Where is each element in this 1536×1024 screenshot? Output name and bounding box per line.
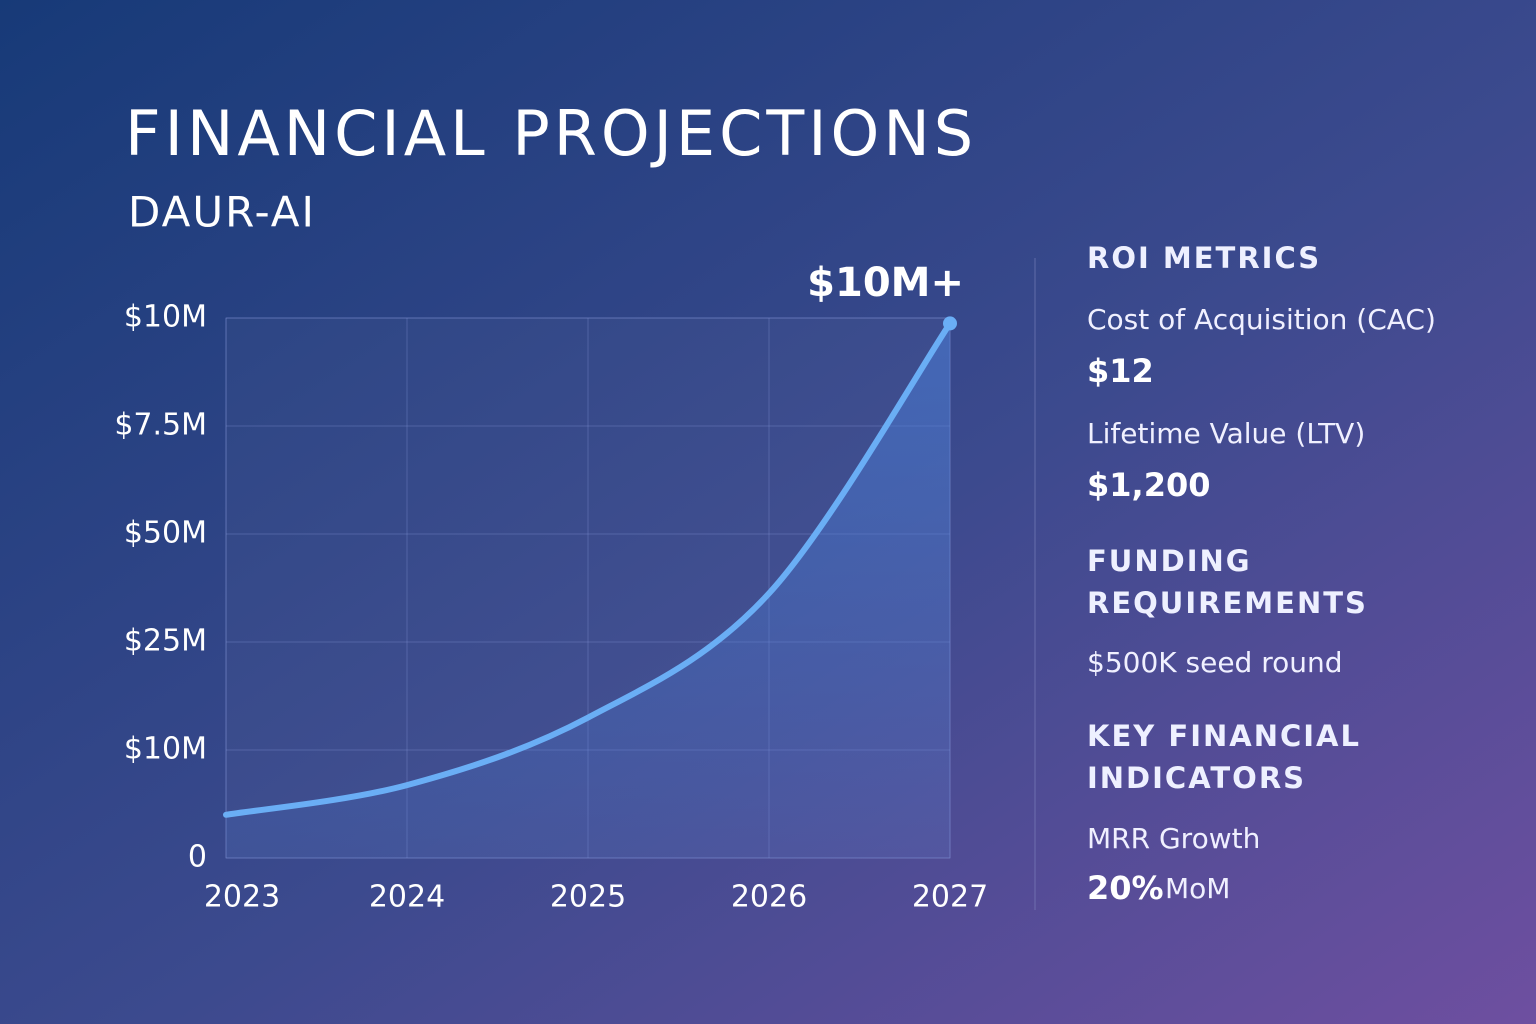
metric-label: MRR Growth (1087, 822, 1260, 855)
metric-value: 20% (1087, 869, 1164, 907)
section-heading: ROI METRICS (1087, 241, 1321, 275)
y-tick-label: $25M (124, 624, 207, 659)
y-tick-label: $50M (124, 516, 207, 551)
y-tick-label: $7.5M (114, 408, 207, 443)
funding-text: $500K seed round (1087, 646, 1343, 679)
metric-value: $12 (1087, 352, 1154, 390)
y-tick-label: $10M (124, 732, 207, 767)
x-tick-label: 2027 (912, 880, 988, 915)
area (226, 323, 950, 858)
title: FINANCIAL PROJECTIONS (125, 97, 977, 170)
y-tick-label: 0 (188, 840, 207, 875)
section-heading: FUNDING (1087, 544, 1252, 578)
metric-value: $1,200 (1087, 466, 1210, 504)
y-tick-label: $10M (124, 300, 207, 335)
x-tick-label: 2025 (550, 880, 626, 915)
line (223, 320, 953, 818)
x-tick-label: 2023 (204, 880, 280, 915)
metric-label: Cost of Acquisition (CAC) (1087, 303, 1436, 336)
annotation: $10M+ (807, 260, 964, 306)
metric-unit: MoM (1165, 872, 1230, 905)
section-heading: INDICATORS (1087, 761, 1306, 795)
section-heading: KEY FINANCIAL (1087, 719, 1361, 753)
x-tick-label: 2024 (369, 880, 445, 915)
metric-label: Lifetime Value (LTV) (1087, 417, 1365, 450)
end-point (943, 316, 957, 331)
x-tick-label: 2026 (731, 880, 807, 915)
section-heading: REQUIREMENTS (1087, 586, 1368, 620)
subtitle: DAUR-AI (128, 188, 316, 237)
